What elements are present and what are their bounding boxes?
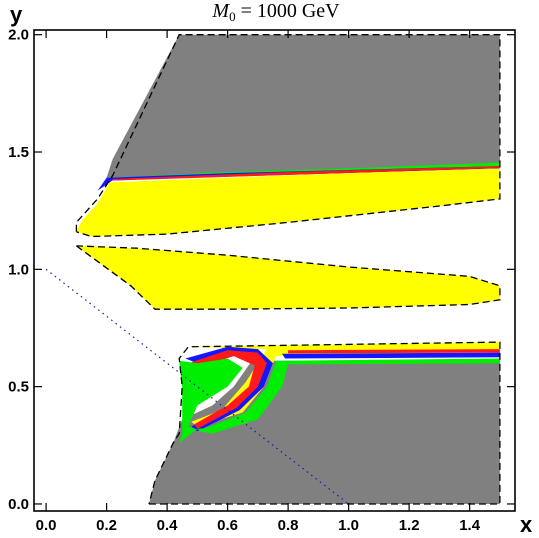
dashed-boundary-1 [75, 34, 501, 238]
x-tick-label: 0.6 [217, 517, 238, 534]
dashed-boundary-2 [76, 245, 501, 310]
x-tick-label: 1.0 [338, 517, 359, 534]
x-tick-label: 1.2 [399, 517, 420, 534]
y-tick-label: 0.0 [8, 496, 29, 513]
x-tick-label: 0.4 [157, 517, 179, 534]
dotted-line-layer [45, 268, 349, 505]
region-upper-gray [106, 34, 500, 178]
plot-frame [33, 29, 516, 512]
regions-layer [76, 34, 500, 504]
region-bottom-green [179, 358, 243, 443]
x-tick-label: 0.0 [36, 517, 57, 534]
boundary-layer [75, 34, 501, 505]
region-bottom-right-band-green [197, 358, 500, 434]
title-subscript: 0 [229, 9, 236, 24]
ticks-layer: 0.0 0.2 0.4 0.6 0.8 1.0 1.2 1.4 0.0 0.5 1.0 1.5 2.0 [8, 27, 515, 534]
x-tick-label: 0.8 [278, 517, 299, 534]
y-tick-label: 2.0 [8, 27, 29, 44]
y-tick-label: 1.5 [8, 144, 29, 161]
title-rest: = 1000 GeV [236, 0, 341, 22]
region-lower-yellow [76, 245, 500, 310]
region-bottom-right-band-red [288, 349, 500, 354]
title-symbol: M [211, 0, 230, 22]
dotted-diagonal-line [45, 268, 349, 505]
region-upper-yellow [76, 168, 500, 237]
dashed-boundary-3 [148, 341, 501, 505]
x-axis-label: x [520, 512, 533, 537]
chart-title: M0 = 1000 GeV [211, 0, 340, 24]
x-tick-label: 0.2 [96, 517, 117, 534]
y-tick-label: 0.5 [8, 379, 29, 396]
x-tick-label: 1.4 [459, 517, 481, 534]
region-upper-band-red [112, 166, 500, 181]
y-axis-label: y [10, 2, 23, 27]
region-bottom-band-red [188, 350, 267, 429]
region-bottom-right-band-blue [282, 352, 500, 359]
y-tick-label: 1.0 [8, 261, 29, 278]
